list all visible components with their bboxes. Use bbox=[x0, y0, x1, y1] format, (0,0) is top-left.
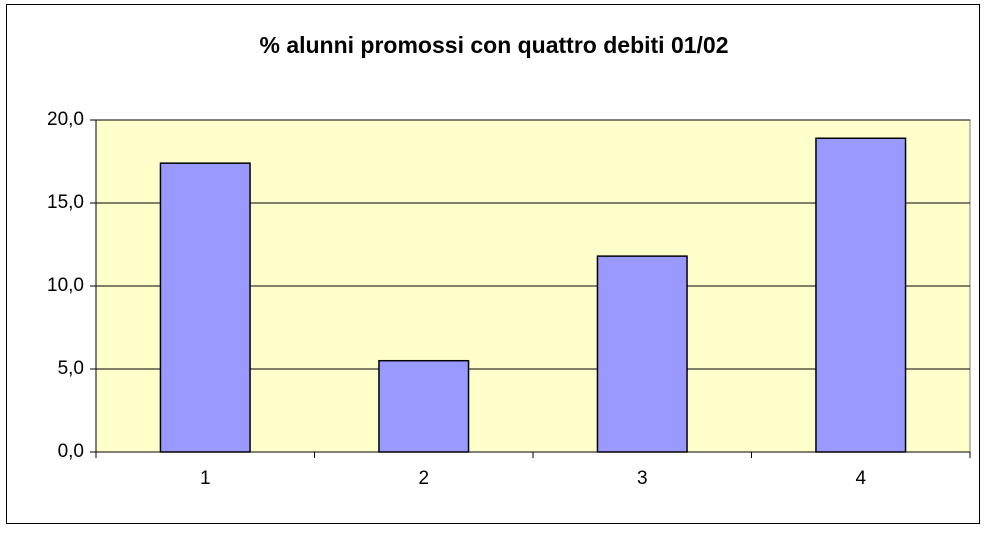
y-tick-label: 0,0 bbox=[58, 441, 84, 462]
bar bbox=[378, 359, 470, 453]
x-tick-label: 2 bbox=[418, 468, 429, 489]
x-tick-label: 4 bbox=[855, 468, 866, 489]
bar bbox=[159, 162, 251, 453]
y-tick-label: 5,0 bbox=[58, 358, 84, 379]
y-tick-label: 20,0 bbox=[47, 109, 84, 130]
chart-title: % alunni promossi con quattro debiti 01/… bbox=[259, 32, 728, 58]
y-tick-label: 10,0 bbox=[47, 275, 84, 296]
x-tick-label: 1 bbox=[200, 468, 211, 489]
x-tick-label: 3 bbox=[637, 468, 648, 489]
bar bbox=[596, 255, 688, 453]
y-tick-label: 15,0 bbox=[47, 192, 84, 213]
bar bbox=[815, 137, 907, 453]
